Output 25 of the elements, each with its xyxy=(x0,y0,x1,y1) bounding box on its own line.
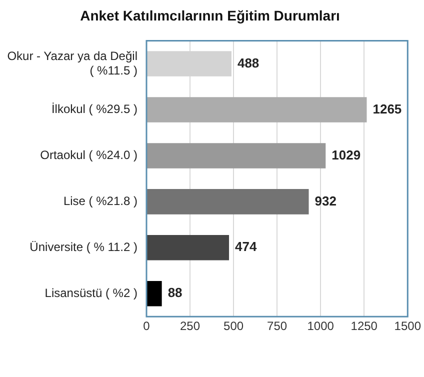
bar xyxy=(146,189,309,214)
x-tick-label: 250 xyxy=(180,319,200,334)
x-tick-label: 750 xyxy=(267,319,288,334)
bar xyxy=(146,280,162,306)
y-tick-label: Lise ( %21.8 ) xyxy=(63,194,138,208)
bar xyxy=(146,143,326,168)
bar xyxy=(146,97,367,122)
data-label: 474 xyxy=(235,239,258,254)
chart-title: Anket Katılımcılarının Eğitim Durumları xyxy=(80,7,340,24)
y-tick-label: İlkokul ( %29.5 ) xyxy=(51,102,138,116)
x-tick-label: 1500 xyxy=(394,319,422,334)
bar xyxy=(146,235,230,260)
x-tick-label: 1250 xyxy=(350,319,378,334)
y-tick-label: Okur - Yazar ya da Değil ( %11.5 ) xyxy=(7,48,138,78)
y-tick-label: Üniversite ( % 11.2 ) xyxy=(30,240,138,254)
data-label: 88 xyxy=(168,285,182,300)
data-label: 488 xyxy=(237,55,260,70)
x-tick-label: 0 xyxy=(143,319,150,334)
data-label: 1029 xyxy=(332,147,361,162)
y-tick-label: Lisansüstü ( %2 ) xyxy=(44,286,138,300)
data-label: 932 xyxy=(314,193,336,208)
data-label: 1265 xyxy=(372,101,402,116)
x-tick-label: 1000 xyxy=(307,319,334,334)
y-tick-label: Ortaokul ( %24.0 ) xyxy=(40,148,138,162)
x-tick-label: 500 xyxy=(224,319,244,334)
